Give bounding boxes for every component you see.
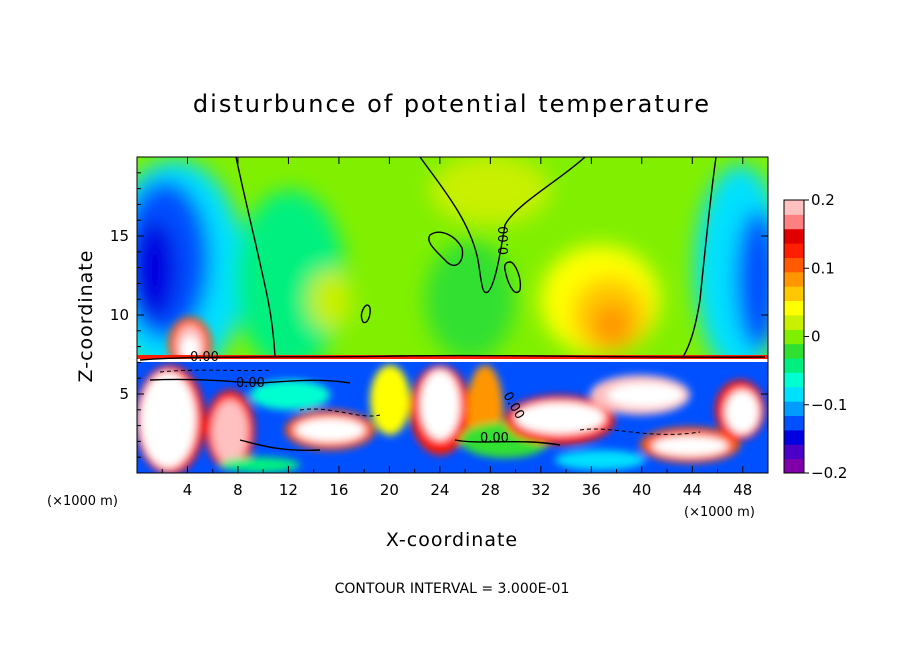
colorbar-swatch xyxy=(784,286,804,302)
colorbar-tick-label: 0 xyxy=(811,328,821,346)
colorbar-swatch xyxy=(784,372,804,388)
colorbar-swatch xyxy=(784,314,804,330)
colorbar-swatch xyxy=(784,401,804,417)
colorbar-swatch xyxy=(784,329,804,345)
colorbar-tick-label: 0.1 xyxy=(811,259,835,277)
contour-label: 0.00 xyxy=(236,376,265,391)
contour-line xyxy=(239,439,321,452)
inversion-band xyxy=(137,355,768,361)
colorbar-swatch xyxy=(784,200,804,215)
y-axis-label: Z-coordinate xyxy=(75,250,97,383)
colorbar-swatch xyxy=(784,300,804,316)
colorbar-swatch xyxy=(784,243,804,258)
colorbar xyxy=(784,200,804,474)
contour-label: 0.00 xyxy=(190,350,219,365)
x-tick-label: 44 xyxy=(683,481,702,499)
colorbar-swatch xyxy=(784,444,804,460)
green-region-center xyxy=(425,240,515,360)
x-unit-label-right: (×1000 m) xyxy=(684,505,755,520)
colorbar-swatch xyxy=(784,228,804,244)
x-tick-label: 16 xyxy=(329,481,348,499)
inversion-band-core xyxy=(137,359,768,362)
y-tick-label: 10 xyxy=(110,306,129,324)
x-tick-label: 4 xyxy=(183,481,193,499)
chart-title: disturbunce of potential temperature xyxy=(193,90,711,118)
colorbar-tick-label: −0.2 xyxy=(811,464,847,482)
colorbar-swatch xyxy=(784,343,804,359)
yellow-green-upper xyxy=(430,157,550,225)
colorbar-tick-label: −0.1 xyxy=(811,396,847,414)
heatmap-field xyxy=(137,157,768,473)
x-tick-label: 20 xyxy=(380,481,399,499)
green-region-left xyxy=(235,190,345,370)
x-tick-label: 28 xyxy=(481,481,500,499)
x-tick-label: 12 xyxy=(279,481,298,499)
contour-label: 0.00 xyxy=(497,226,512,255)
contour-interval-note: CONTOUR INTERVAL = 3.000E-01 xyxy=(335,581,570,597)
x-tick-label: 8 xyxy=(233,481,243,499)
zero-contours xyxy=(139,157,766,452)
contour-line xyxy=(682,157,717,358)
contour-line xyxy=(454,439,561,446)
contour-label: 0.00 xyxy=(480,431,509,446)
x-unit-label-left: (×1000 m) xyxy=(47,494,118,509)
contour-line xyxy=(139,354,766,361)
colorbar-swatch xyxy=(784,271,804,287)
upper-layer-blobs xyxy=(137,157,768,380)
colorbar-swatch xyxy=(784,386,804,402)
left-deep-blue-core xyxy=(137,220,177,320)
colorbar-swatch xyxy=(784,415,804,431)
x-tick-label: 36 xyxy=(582,481,601,499)
lower-layer-eddies xyxy=(137,365,765,473)
x-tick-label: 32 xyxy=(531,481,550,499)
colorbar-tick-label: 0.2 xyxy=(811,191,835,209)
colorbar-swatch xyxy=(784,429,804,445)
x-axis-label: X-coordinate xyxy=(386,529,518,551)
x-tick-label: 48 xyxy=(733,481,752,499)
y-axis-ticks: 5 10 15 xyxy=(110,172,768,458)
contour-line xyxy=(149,378,351,384)
x-tick-label: 24 xyxy=(430,481,449,499)
contour-line xyxy=(419,157,586,294)
contour-labels: 0.00 0.00 0.00 0.00 0.00 xyxy=(190,226,527,446)
contour-loop xyxy=(503,261,522,294)
x-axis-ticks: 4 8 12 16 20 24 28 32 36 40 44 48 xyxy=(161,157,752,499)
contour-line xyxy=(235,157,276,357)
negative-contours xyxy=(159,369,701,435)
right-blue-region xyxy=(736,210,768,350)
dark-orange-core xyxy=(592,303,632,347)
y-tick-label: 15 xyxy=(110,227,129,245)
colorbar-swatch xyxy=(784,458,804,474)
y-tick-label: 5 xyxy=(119,385,129,403)
yellow-patch-left xyxy=(308,270,352,330)
colorbar-swatch xyxy=(784,257,804,273)
contour-loop xyxy=(428,231,464,266)
colorbar-tick-labels: 0.2 0.1 0 −0.1 −0.2 xyxy=(804,191,847,482)
colorbar-swatch xyxy=(784,358,804,373)
contour-loop xyxy=(360,304,371,324)
colorbar-swatch xyxy=(784,214,804,230)
x-tick-label: 40 xyxy=(632,481,651,499)
